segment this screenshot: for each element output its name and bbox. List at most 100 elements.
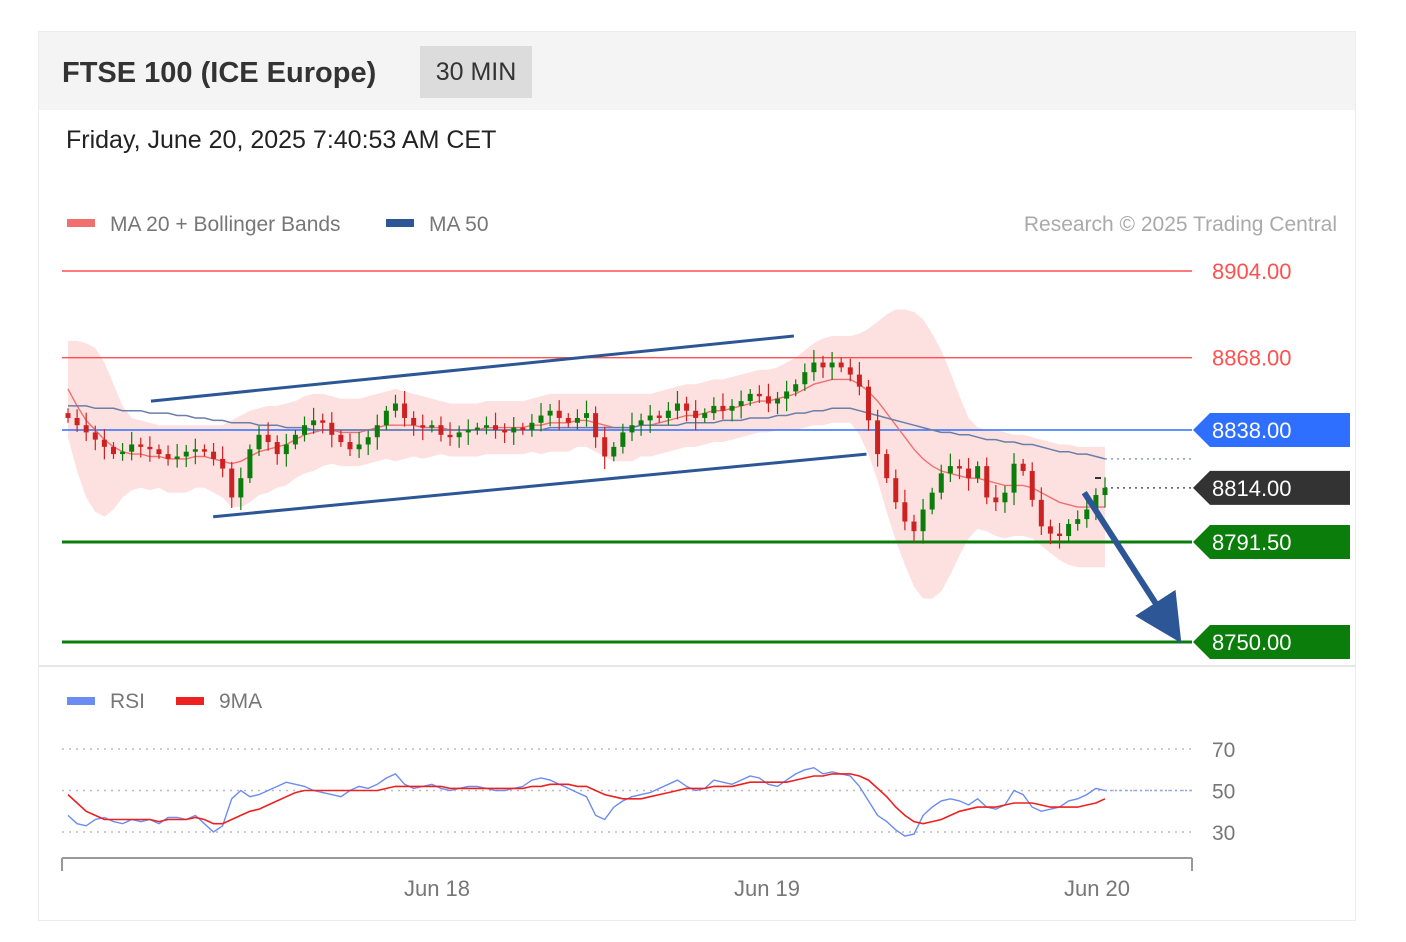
candle-body bbox=[311, 420, 317, 426]
candle bbox=[265, 422, 271, 451]
candle-body bbox=[811, 362, 817, 373]
candle-body bbox=[565, 417, 571, 423]
candle bbox=[856, 362, 862, 396]
ma50-line bbox=[68, 405, 1106, 460]
candle bbox=[474, 422, 480, 435]
timeframe-badge[interactable]: 30 MIN bbox=[420, 46, 532, 98]
candle bbox=[493, 412, 499, 439]
candle bbox=[738, 390, 744, 419]
candle bbox=[92, 425, 98, 451]
candle-body bbox=[1011, 463, 1017, 493]
candle bbox=[920, 498, 926, 544]
candle bbox=[911, 514, 917, 542]
candle-body bbox=[320, 420, 326, 423]
rsi-ma-legend-label: 9MA bbox=[219, 690, 262, 713]
level-tag bbox=[1193, 525, 1350, 560]
candle bbox=[829, 351, 835, 380]
candle-body bbox=[502, 430, 508, 433]
candle-body bbox=[629, 425, 635, 433]
candle-body bbox=[120, 451, 126, 455]
candle-body bbox=[65, 413, 71, 418]
candle bbox=[1102, 477, 1108, 508]
rsi-tick-label: 50 bbox=[1212, 781, 1235, 804]
candle bbox=[283, 433, 289, 467]
candle-body bbox=[793, 384, 799, 392]
candle-body bbox=[684, 403, 690, 411]
candle-body bbox=[865, 386, 871, 421]
candle-body bbox=[483, 425, 489, 428]
candle bbox=[865, 379, 871, 431]
level-label: 8791.50 bbox=[1212, 530, 1292, 555]
candle-body bbox=[693, 410, 699, 418]
candle-body bbox=[784, 391, 790, 399]
candle bbox=[775, 391, 781, 415]
candle-body bbox=[356, 444, 362, 450]
ma50-legend-label: MA 50 bbox=[429, 213, 489, 236]
candle-body bbox=[402, 403, 408, 418]
level-tag bbox=[1193, 625, 1350, 659]
candle-body bbox=[302, 425, 308, 435]
candle bbox=[747, 389, 753, 406]
candle bbox=[192, 438, 198, 465]
candle bbox=[338, 430, 344, 447]
candle-body bbox=[975, 466, 981, 479]
rsi-series-rsi bbox=[67, 766, 1106, 837]
candle-body bbox=[183, 451, 189, 457]
candle bbox=[311, 407, 317, 434]
candle bbox=[65, 408, 71, 423]
candle bbox=[329, 412, 335, 448]
candle bbox=[365, 430, 371, 456]
candle bbox=[893, 469, 899, 510]
x-tick-label: Jun 20 bbox=[1064, 876, 1130, 901]
candle bbox=[256, 426, 262, 457]
candle bbox=[684, 396, 690, 422]
candle bbox=[220, 446, 226, 478]
candle-body bbox=[83, 425, 89, 433]
candle-body bbox=[174, 456, 180, 459]
rsi-ma-legend-swatch bbox=[176, 697, 204, 705]
candle bbox=[602, 426, 608, 470]
candle-body bbox=[656, 415, 662, 418]
candle bbox=[465, 419, 471, 445]
candle-body bbox=[720, 405, 726, 411]
candle bbox=[565, 413, 571, 428]
candle-body bbox=[911, 521, 917, 532]
candle-body bbox=[938, 473, 944, 493]
target-arrow bbox=[1081, 491, 1182, 644]
candle-body bbox=[256, 434, 262, 450]
candle bbox=[811, 350, 817, 381]
candle bbox=[975, 461, 981, 483]
candle-body bbox=[292, 434, 298, 445]
candle-body bbox=[511, 427, 517, 433]
candle-body bbox=[493, 425, 499, 430]
candle-body bbox=[1057, 533, 1063, 536]
channel-lower-line bbox=[213, 452, 867, 519]
candle bbox=[574, 409, 580, 430]
candle bbox=[647, 404, 653, 433]
candle bbox=[802, 363, 808, 391]
candle-body bbox=[447, 434, 453, 438]
candle-body bbox=[529, 422, 535, 430]
candle bbox=[556, 400, 562, 431]
candle-body bbox=[574, 417, 580, 423]
candle-body bbox=[902, 502, 908, 522]
candle-body bbox=[829, 362, 835, 368]
candle-body bbox=[1093, 495, 1099, 510]
candle-body bbox=[711, 405, 717, 414]
candle-body bbox=[465, 430, 471, 433]
candle-body bbox=[74, 417, 80, 426]
candle-body bbox=[1002, 492, 1008, 503]
candle-body bbox=[838, 362, 844, 368]
candle bbox=[538, 403, 544, 432]
candle-body bbox=[229, 468, 235, 498]
candle-body bbox=[520, 427, 526, 430]
candle-body bbox=[374, 425, 380, 438]
level-label: 8904.00 bbox=[1212, 259, 1292, 284]
candle bbox=[429, 420, 435, 433]
rsi-plot: 70 50 30 bbox=[62, 739, 1235, 845]
candle bbox=[984, 457, 990, 505]
candle-body bbox=[802, 372, 808, 385]
ma20-legend-swatch bbox=[67, 219, 95, 227]
candle-body bbox=[456, 432, 462, 438]
level-label: 8868.00 bbox=[1212, 346, 1292, 371]
